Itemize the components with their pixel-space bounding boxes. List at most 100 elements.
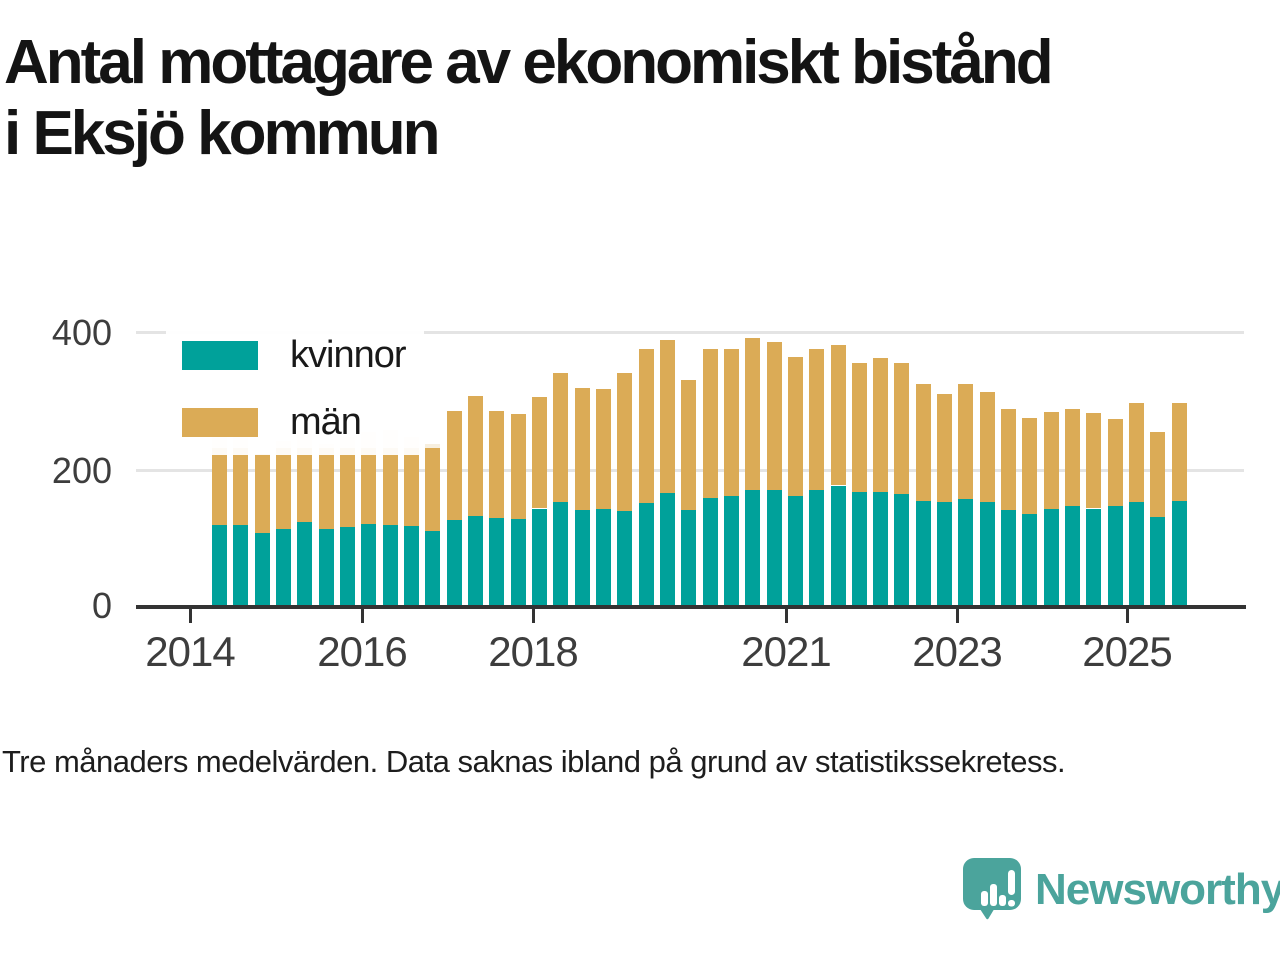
x-tick-2025 (1125, 609, 1129, 623)
bar-2016K4-pale-top-overlay (425, 444, 441, 448)
bar-2018K2-män (553, 372, 569, 502)
bar-2023K4-kvinnor (1022, 513, 1038, 605)
bar-2016K2-kvinnor (382, 524, 398, 605)
legend: kvinnor män (166, 320, 424, 455)
bar-2019K2-män (638, 348, 654, 504)
bar-2020K4-män (766, 342, 782, 490)
bar-2014K2-kvinnor (212, 524, 227, 605)
bar-2015K2-män (297, 448, 313, 522)
bar-2023K2-kvinnor (979, 501, 995, 605)
legend-entry-kvinnor: kvinnor (182, 336, 406, 374)
legend-label-man: män (290, 401, 362, 443)
bar-2017K1-män (446, 411, 462, 520)
bar-2019K3-kvinnor (659, 492, 675, 605)
y-tick-label-200: 200 (51, 450, 112, 491)
bar-2020K3-kvinnor (745, 489, 761, 605)
bar-2018K4-kvinnor (595, 509, 611, 605)
bar-2017K1-kvinnor (446, 520, 462, 606)
bar-2025K1-kvinnor (1129, 501, 1144, 605)
bar-2024K1-män (1043, 411, 1059, 510)
legend-swatch-kvinnor (182, 340, 258, 370)
newsworthy-wordmark: Newsworthy (1035, 864, 1280, 914)
bar-2020K3-män (745, 337, 761, 490)
bar-2019K4-kvinnor (681, 509, 697, 605)
bar-2016K1-kvinnor (361, 524, 377, 605)
bar-2015K1-män (276, 448, 291, 530)
x-tick-label-2021: 2021 (741, 628, 831, 675)
bar-2022K1-kvinnor (873, 492, 889, 605)
bar-2020K1-män (702, 348, 718, 498)
bar-2019K1-kvinnor (617, 511, 633, 605)
bar-2018K1-kvinnor (531, 508, 547, 605)
bar-2020K1-kvinnor (702, 497, 718, 605)
bar-2015K1-kvinnor (276, 529, 291, 605)
bar-2018K1-män (531, 397, 547, 509)
bar-2023K1-män (958, 383, 974, 499)
bar-2022K2-män (894, 363, 910, 495)
legend-swatch-man (182, 407, 258, 437)
bar-2019K3-män (659, 340, 675, 493)
footnote: Tre månaders medelvärden. Data saknas ib… (2, 744, 1066, 779)
bar-2023K4-män (1022, 418, 1038, 514)
bar-2014K3-män (233, 448, 249, 525)
bar-2017K3-kvinnor (489, 517, 505, 605)
legend-label-kvinnor: kvinnor (290, 334, 406, 376)
bar-2018K3-kvinnor (574, 509, 590, 605)
bar-2016K4-män (425, 447, 441, 531)
bar-2021K4-män (851, 362, 867, 492)
bar-2025K2-kvinnor (1150, 517, 1166, 606)
bar-2022K3-män (915, 383, 931, 502)
newsworthy-bubble-icon (963, 858, 1021, 920)
bar-2025K3-män (1171, 402, 1187, 502)
bar-2021K3-kvinnor (830, 485, 846, 605)
bar-2024K2-män (1065, 408, 1080, 507)
bar-2022K4-kvinnor (937, 502, 953, 605)
bar-2019K4-män (681, 379, 697, 510)
bar-2017K4-män (510, 414, 526, 520)
bar-2021K2-kvinnor (809, 489, 825, 605)
bar-2021K1-kvinnor (787, 496, 803, 605)
bar-2019K1-män (617, 372, 633, 512)
x-tick-2014 (188, 609, 192, 623)
bar-2020K2-män (723, 349, 739, 496)
bar-2023K1-kvinnor (958, 499, 974, 605)
bar-2014K4-kvinnor (254, 532, 270, 605)
bar-2025K1-män (1129, 402, 1144, 502)
title-line-2: i Eksjö kommun (4, 98, 440, 168)
bar-2024K2-kvinnor (1065, 506, 1080, 605)
legend-entry-man: män (182, 403, 406, 441)
bar-2024K4-män (1107, 418, 1123, 507)
bar-2022K2-kvinnor (894, 494, 910, 605)
y-tick-label-400: 400 (51, 312, 112, 353)
page-title: Antal mottagare av ekonomiskt bistånd i … (4, 28, 1278, 169)
bar-2022K1-män (873, 357, 889, 493)
bar-2018K3-män (574, 388, 590, 510)
bar-2016K3-kvinnor (403, 526, 419, 605)
bar-2022K4-män (937, 393, 953, 503)
bar-2016K3-män (403, 448, 419, 526)
bar-2021K4-kvinnor (851, 491, 867, 605)
bar-2018K4-män (595, 389, 611, 510)
bar-2023K2-män (979, 391, 995, 502)
newsworthy-logo: Newsworthy (963, 858, 1280, 921)
bar-2023K3-män (1001, 408, 1017, 510)
bar-2024K3-män (1086, 412, 1102, 509)
bar-2016K2-män (382, 448, 398, 525)
x-tick-2018 (531, 609, 535, 623)
bar-2017K4-kvinnor (510, 519, 526, 605)
x-axis-line (136, 605, 1246, 609)
bar-2017K2-män (467, 395, 483, 516)
bar-2022K3-kvinnor (915, 501, 931, 606)
bar-2014K3-kvinnor (233, 524, 249, 605)
bar-2019K2-kvinnor (638, 503, 654, 605)
y-tick-label-0: 0 (91, 585, 112, 626)
bar-2024K3-kvinnor (1086, 508, 1102, 605)
bar-2017K2-kvinnor (467, 515, 483, 605)
bar-2017K3-män (489, 411, 505, 518)
bar-2014K2-män (212, 448, 227, 525)
bar-2024K4-kvinnor (1107, 506, 1123, 605)
bar-2023K3-kvinnor (1001, 509, 1017, 605)
x-tick-label-2018: 2018 (488, 628, 578, 675)
